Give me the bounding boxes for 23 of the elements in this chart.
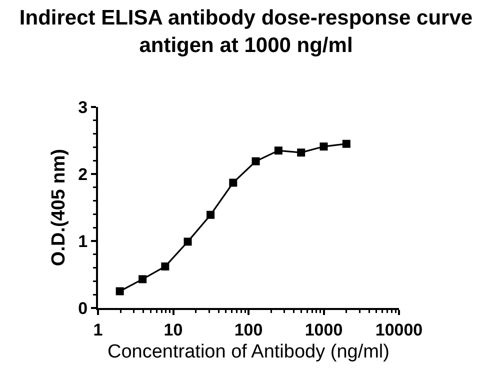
point (116, 287, 124, 296)
chart-title: Indirect ELISA antibody dose-response curve antigen at 1000 ng/ml (19, 6, 473, 57)
x-tick-label: 10000 (375, 320, 423, 340)
y-tick-label: 1 (78, 232, 88, 251)
point (184, 238, 192, 246)
point (161, 262, 170, 270)
point (274, 146, 282, 155)
x-tick-label: 100 (234, 320, 263, 340)
point (206, 210, 215, 219)
x-tick-label: 1000 (304, 320, 343, 340)
point (297, 148, 306, 157)
x-tick-label: 10 (164, 320, 183, 340)
x-tick-label: 1 (93, 320, 103, 340)
point (138, 275, 147, 284)
point (229, 178, 238, 187)
point (342, 140, 350, 148)
point (252, 157, 260, 166)
x-axis-title: Concentration of Antibody (ng/ml) (108, 342, 390, 363)
y-tick-label: 3 (78, 98, 88, 117)
y-tick-label: 2 (78, 164, 88, 184)
point (320, 142, 328, 151)
y-axis-title: O.D.(405 nm) (48, 148, 70, 266)
y-tick-label: 0 (78, 298, 88, 318)
